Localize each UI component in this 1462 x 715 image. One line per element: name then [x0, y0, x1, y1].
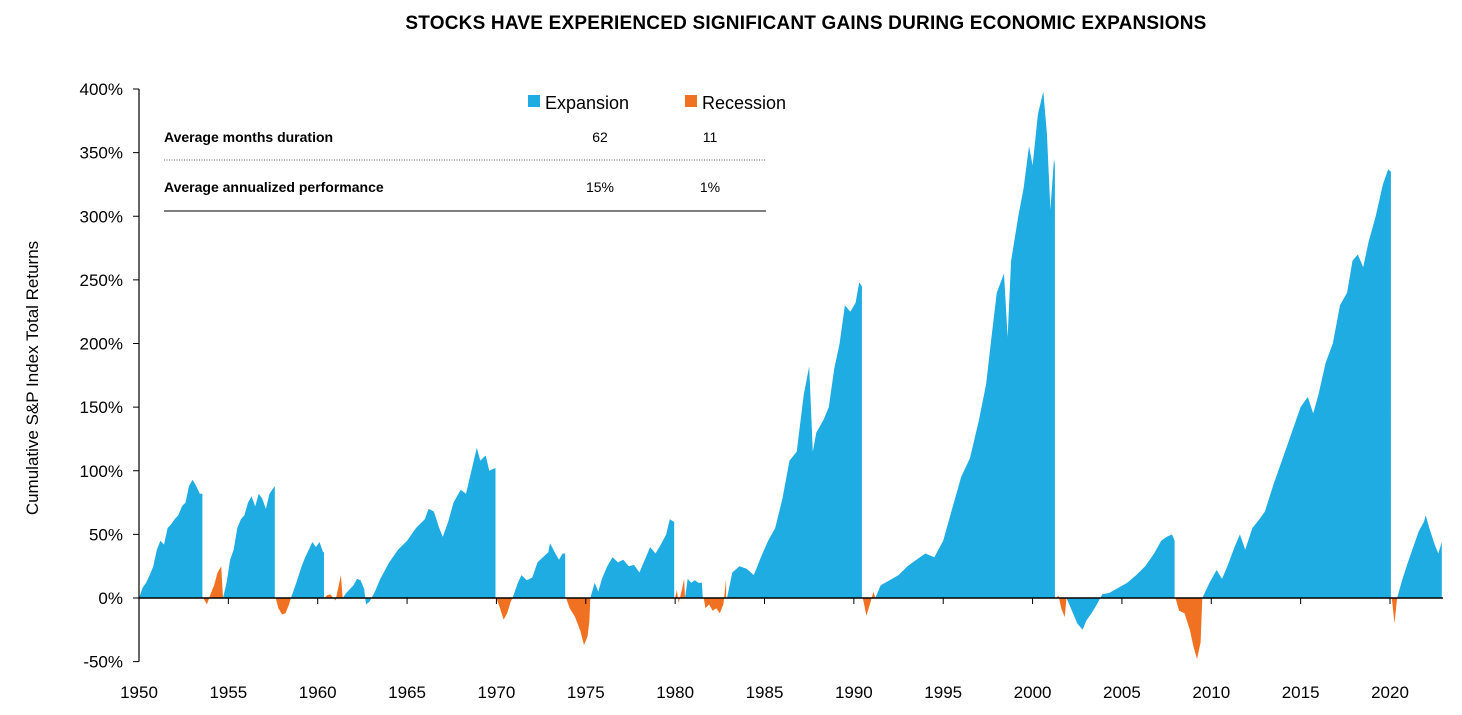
recession-area-15: [862, 591, 876, 616]
legend-expansion-label: Expansion: [545, 93, 629, 113]
x-tick-label: 1975: [567, 683, 605, 702]
expansion-area-2: [223, 486, 275, 598]
row-label-performance: Average annualized performance: [164, 179, 384, 195]
expansion-area-8: [512, 543, 566, 598]
expansion-area-14: [727, 282, 862, 598]
performance-expansion-value: 15%: [586, 179, 614, 195]
y-tick-label: -50%: [83, 653, 123, 672]
x-tick-label: 1955: [209, 683, 247, 702]
y-tick-label: 300%: [80, 207, 123, 226]
summary-table: Average months duration 62 11 Average an…: [164, 129, 766, 212]
duration-expansion-value: 62: [592, 129, 608, 145]
x-tick-label: 1980: [656, 683, 694, 702]
recession-area-13: [703, 578, 727, 614]
expansion-area-6: [342, 447, 496, 605]
y-tick-label: 0%: [98, 589, 123, 608]
x-tick-label: 1990: [835, 683, 873, 702]
recession-area-3: [275, 598, 291, 615]
x-tick-label: 1970: [478, 683, 516, 702]
expansion-area-0: [139, 479, 203, 598]
expansion-area-18: [1066, 534, 1175, 630]
y-tick-label: 250%: [80, 271, 123, 290]
x-tick-label: 2000: [1014, 683, 1052, 702]
y-tick-label: 150%: [80, 398, 123, 417]
recession-area-17: [1055, 595, 1067, 618]
legend: Expansion Recession: [528, 93, 786, 113]
expansion-area-10: [590, 519, 675, 598]
legend-expansion-swatch: [528, 95, 540, 107]
expansion-area-20: [1202, 169, 1391, 598]
recession-area-21: [1391, 598, 1398, 624]
area-series: [139, 91, 1442, 660]
y-ticks: 400% 350% 300% 250% 200% 150% 100% 50% 0% -50%: [80, 80, 139, 672]
performance-recession-value: 1%: [700, 179, 720, 195]
x-tick-label: 2010: [1192, 683, 1230, 702]
x-tick-label: 2020: [1371, 683, 1409, 702]
x-tick-label: 1965: [388, 683, 426, 702]
y-tick-label: 350%: [80, 144, 123, 163]
expansion-area-12: [685, 578, 703, 598]
legend-recession-label: Recession: [702, 93, 786, 113]
x-ticks: 1950 1955 1960 1965 1970 1975 1980 1985 1990 1995…: [120, 598, 1409, 702]
x-tick-label: 1985: [746, 683, 784, 702]
recession-area-5: [324, 575, 343, 601]
y-tick-label: 50%: [89, 525, 123, 544]
y-tick-label: 400%: [80, 80, 123, 99]
row-label-duration: Average months duration: [164, 129, 333, 145]
duration-recession-value: 11: [703, 129, 718, 145]
y-tick-label: 200%: [80, 335, 123, 354]
recession-area-1: [203, 566, 223, 605]
x-tick-label: 1995: [924, 683, 962, 702]
recession-area-9: [566, 598, 591, 646]
x-tick-label: 1950: [120, 683, 158, 702]
expansion-area-22: [1397, 515, 1442, 598]
expansion-area-16: [875, 91, 1055, 598]
recession-area-11: [675, 578, 685, 604]
y-axis-label: Cumulative S&P Index Total Returns: [23, 241, 42, 515]
expansion-area-4: [290, 542, 324, 598]
legend-recession-swatch: [685, 95, 697, 107]
y-tick-label: 100%: [80, 462, 123, 481]
x-tick-label: 1960: [299, 683, 337, 702]
recession-area-19: [1175, 598, 1203, 660]
chart-title: STOCKS HAVE EXPERIENCED SIGNIFICANT GAIN…: [405, 13, 1207, 34]
recession-area-7: [496, 598, 513, 620]
axes: [138, 89, 1443, 662]
x-tick-label: 2015: [1282, 683, 1320, 702]
x-tick-label: 2005: [1103, 683, 1141, 702]
